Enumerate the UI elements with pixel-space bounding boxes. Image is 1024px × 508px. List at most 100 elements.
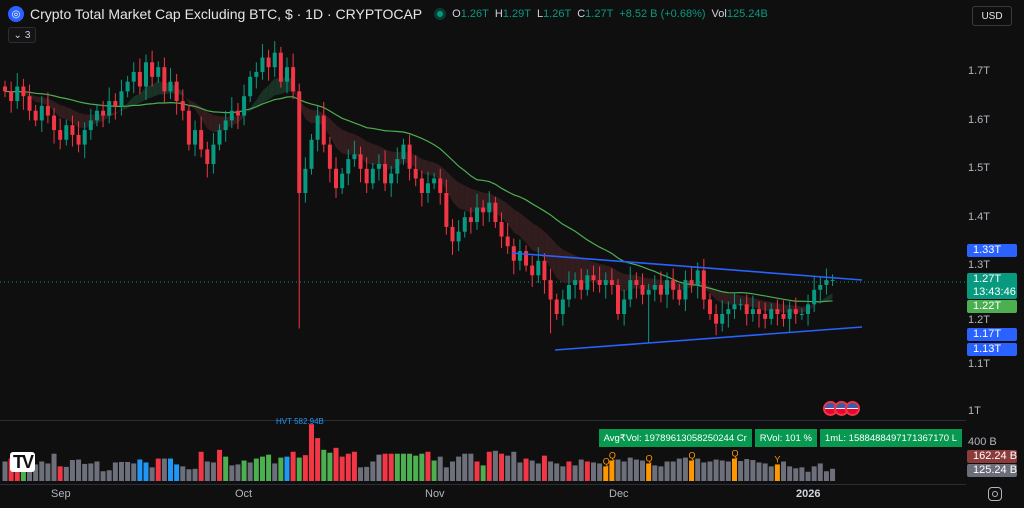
volume-bar — [646, 463, 652, 481]
volume-bar — [830, 468, 836, 481]
volume-bar — [511, 451, 517, 481]
volume-bar — [339, 456, 345, 481]
candle-body — [726, 309, 731, 314]
candle-body — [223, 120, 228, 131]
volume-bar — [186, 469, 192, 481]
candle-body — [769, 309, 774, 319]
ema-ribbon-segment — [152, 80, 159, 98]
ema-ribbon-segment — [329, 118, 337, 148]
ema-ribbon-segment — [354, 134, 361, 158]
volume-bar — [823, 471, 829, 481]
volume-bar — [713, 459, 719, 481]
candle-body — [70, 125, 75, 135]
volume-bar — [731, 458, 737, 481]
volume-bar — [82, 463, 88, 481]
volume-badge: 125.24 B — [967, 464, 1017, 477]
candle-body — [468, 217, 473, 223]
candle-body — [113, 101, 118, 106]
candle-body — [3, 86, 7, 92]
ema-ribbon-segment — [60, 105, 67, 120]
candle-body — [720, 314, 725, 324]
volume-bar — [272, 463, 278, 481]
volume-bar — [682, 457, 688, 481]
volume-bar — [192, 468, 198, 481]
volume-marker-label: Q — [609, 451, 616, 461]
economic-events[interactable] — [823, 401, 860, 416]
ema-ribbon-segment — [538, 226, 545, 259]
volume-bar — [744, 459, 750, 481]
candle-body — [88, 120, 93, 131]
volume-bar — [266, 454, 272, 481]
ema-ribbon-segment — [477, 190, 484, 212]
cryptocap-logo-icon: ◎ — [8, 6, 24, 22]
price-chart[interactable]: QQ Q Q QY — [0, 0, 966, 508]
candle-body — [321, 115, 326, 145]
candle-body — [806, 304, 811, 314]
ema-ribbon-segment — [139, 87, 146, 104]
ema-ribbon-segment — [372, 143, 379, 165]
volume-bar — [805, 471, 811, 481]
candle-body — [186, 110, 191, 145]
volume-bar — [69, 460, 75, 481]
candle-body — [309, 139, 314, 169]
candle-body — [39, 105, 44, 121]
candle-body — [432, 178, 437, 184]
candle-body — [235, 110, 240, 116]
ema-ribbon-segment — [752, 298, 759, 309]
lower-trendline[interactable] — [554, 326, 863, 351]
volume-bar — [664, 461, 670, 481]
avg-volume-box: Avg₹Vol: 19789613058250244 Cr — [598, 429, 752, 447]
volume-bar — [302, 455, 308, 481]
ema-ribbon-segment — [513, 209, 520, 237]
volume-bar — [2, 461, 8, 481]
candle-body — [542, 260, 547, 281]
candle-body — [413, 168, 418, 179]
upper-trendline-badge: 1.33T — [967, 244, 1017, 257]
candle-body — [585, 275, 590, 290]
ema-ribbon-segment — [29, 93, 36, 103]
volume-bar — [155, 458, 161, 481]
candle-body — [119, 91, 124, 106]
candle-body — [560, 299, 565, 314]
tradingview-logo[interactable]: TV — [10, 452, 36, 472]
upper-trendline[interactable] — [511, 252, 863, 281]
candle-body — [677, 289, 682, 300]
symbol-title[interactable]: Crypto Total Market Cap Excluding BTC, $… — [30, 6, 423, 22]
indicators-toggle-button[interactable]: ⌄ 3 — [8, 27, 36, 43]
volume-bar — [382, 453, 388, 481]
volume-bar — [51, 453, 57, 481]
candle-body — [738, 304, 743, 306]
volume-bar — [719, 460, 725, 481]
ema-ribbon-segment — [765, 301, 772, 311]
candle-body — [389, 173, 394, 184]
ema-ribbon-segment — [532, 222, 539, 253]
candle-body — [646, 289, 651, 295]
candle-body — [15, 86, 20, 102]
candle-body — [395, 159, 400, 174]
candle-body — [493, 202, 498, 223]
volume-bar — [112, 462, 118, 481]
candle-body — [248, 76, 253, 97]
volume-bar — [529, 460, 535, 481]
ema-ribbon-segment — [188, 99, 196, 110]
settings-gear-icon[interactable] — [988, 487, 1002, 501]
ema-ribbon-segment — [716, 289, 723, 304]
volume-bar — [584, 461, 590, 481]
candle-body — [407, 144, 412, 169]
candle-body — [548, 280, 553, 300]
currency-button[interactable]: USD — [972, 6, 1012, 26]
volume-bar — [652, 465, 658, 481]
volume-bar — [578, 459, 584, 481]
candle-body — [573, 280, 578, 285]
volume-marker-label: Q — [731, 449, 738, 459]
us-flag-event-icon[interactable] — [845, 401, 860, 416]
pane-divider[interactable] — [0, 420, 966, 421]
volume-bar — [27, 463, 33, 481]
candle-body — [143, 62, 148, 87]
candle-body — [665, 280, 670, 295]
volume-bar — [259, 456, 265, 481]
volume-bar — [327, 452, 333, 481]
ema-ribbon-segment — [195, 102, 202, 119]
volume-bar — [799, 467, 805, 481]
volume-ma-badge: 162.24 B — [967, 450, 1017, 463]
